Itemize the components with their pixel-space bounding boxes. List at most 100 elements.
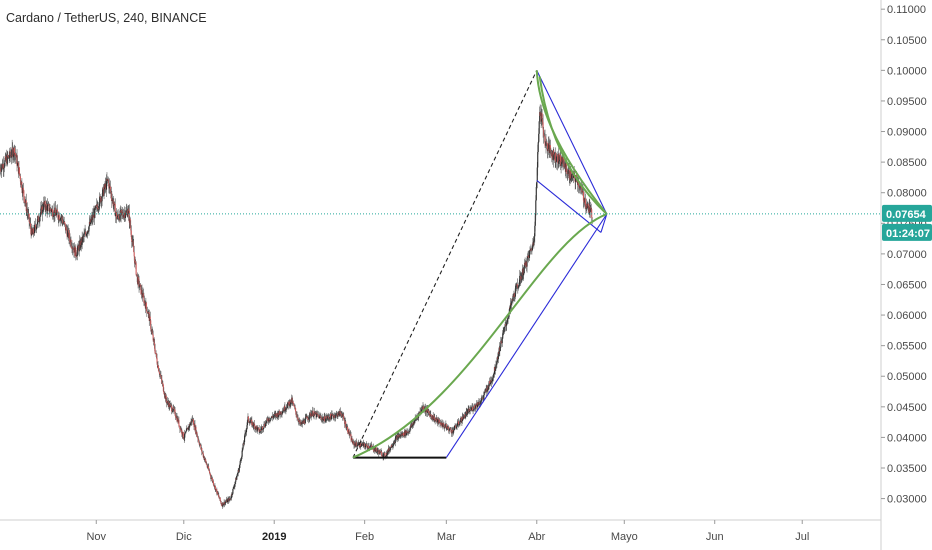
candle-body	[275, 413, 277, 417]
candle-body	[534, 215, 536, 226]
candle-body	[240, 459, 242, 462]
candle-body	[121, 210, 123, 213]
candle-body	[380, 451, 382, 453]
candle-body	[521, 274, 523, 279]
candle-body	[539, 112, 541, 122]
candle-body	[228, 498, 230, 502]
candle-body	[139, 284, 141, 287]
candle-body	[106, 178, 109, 181]
candle-body	[379, 451, 381, 454]
candle-body	[543, 129, 545, 136]
candle-body	[75, 247, 77, 257]
candle-body	[473, 409, 475, 411]
candle-body	[259, 429, 261, 432]
candle-body	[159, 374, 161, 376]
candle-body	[309, 412, 311, 418]
candle-body	[3, 167, 5, 170]
candle-body	[156, 357, 158, 364]
y-tick-label: 0.05000	[887, 371, 927, 383]
candle-body	[4, 160, 6, 167]
candle-body	[566, 168, 568, 174]
candle-body	[582, 191, 584, 201]
candle-body	[88, 226, 90, 232]
candle-body	[343, 416, 345, 420]
candle-body	[49, 210, 51, 212]
candle-body	[151, 330, 153, 333]
candle-body	[225, 501, 227, 503]
candle-body	[127, 213, 129, 217]
candle-body	[504, 324, 506, 327]
candle-body	[480, 400, 482, 402]
candle-body	[563, 159, 565, 168]
candle-body	[196, 431, 198, 436]
candle-body	[333, 416, 335, 418]
candle-body	[501, 342, 503, 344]
candle-body	[470, 408, 472, 410]
candle-body	[32, 228, 35, 233]
candle-body	[411, 424, 413, 427]
candle-body	[321, 418, 323, 421]
candle-body	[570, 170, 572, 179]
candle-body	[281, 413, 283, 415]
candle-body	[320, 416, 322, 419]
candle-body	[429, 414, 431, 417]
candle-body	[111, 199, 113, 202]
candle-body	[253, 423, 255, 425]
candle-body	[560, 164, 562, 166]
candle-body	[23, 190, 25, 197]
candle-body	[42, 209, 44, 211]
candle-body	[221, 504, 223, 506]
candle-body	[103, 189, 105, 196]
candle-body	[409, 428, 411, 432]
candle-body	[300, 423, 302, 425]
candle-body	[482, 396, 484, 399]
candle-body	[128, 208, 130, 211]
candle-body	[60, 217, 62, 221]
green-arc-curve	[352, 213, 608, 459]
candle-body	[434, 419, 436, 422]
candle-body	[230, 494, 232, 499]
candle-body	[242, 448, 244, 451]
candle-body	[133, 245, 135, 253]
candle-body	[77, 245, 79, 248]
candle-body	[556, 156, 558, 162]
candle-body	[14, 147, 16, 156]
candle-body	[249, 421, 251, 424]
candle-body	[205, 461, 207, 464]
candle-body	[367, 445, 370, 449]
candle-body	[360, 442, 362, 447]
candle-body	[458, 424, 461, 426]
candle-body	[514, 288, 516, 297]
candle-body	[200, 444, 202, 449]
x-axis: Nov Dic 2019 Feb Mar Abr Mayo Jun Jul	[86, 520, 809, 543]
candle-body	[58, 215, 60, 221]
candle-body	[29, 221, 31, 224]
candle-body	[269, 420, 271, 421]
candle-body	[303, 420, 305, 424]
candle-body	[141, 289, 143, 295]
candle-body	[483, 392, 485, 396]
candle-body	[476, 402, 479, 408]
candle-body	[244, 432, 247, 434]
candle-body	[145, 302, 147, 308]
candle-body	[420, 411, 422, 413]
candle-body	[236, 476, 238, 480]
candle-body	[442, 423, 444, 424]
y-tick-label: 0.11000	[887, 4, 926, 16]
candle-body	[55, 212, 57, 216]
candle-body	[250, 419, 252, 422]
y-tick-label: 0.06500	[887, 279, 927, 291]
candle-body	[242, 443, 244, 449]
candle-body	[247, 416, 249, 421]
candle-body	[557, 154, 559, 163]
candle-body	[312, 410, 314, 417]
candle-body	[62, 219, 64, 224]
candle-body	[209, 473, 211, 474]
candle-body	[589, 207, 591, 213]
candle-body	[154, 348, 156, 354]
candle-body	[201, 448, 203, 452]
candle-body	[96, 204, 98, 207]
candle-body	[107, 178, 109, 180]
candle-body	[273, 416, 275, 417]
